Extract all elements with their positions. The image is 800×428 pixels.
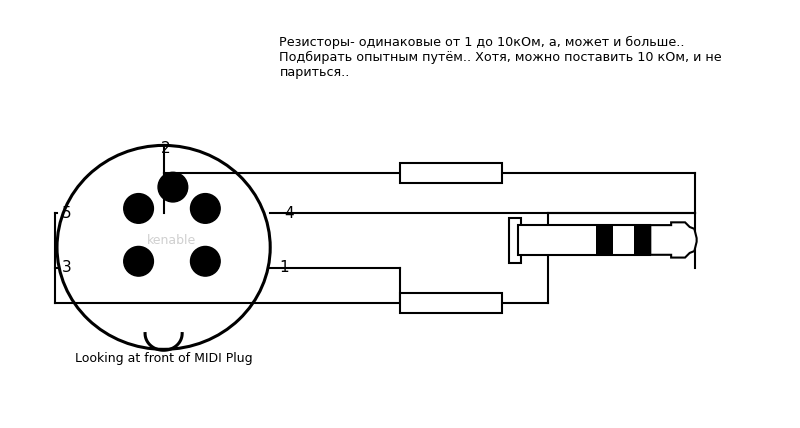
Text: Резисторы- одинаковые от 1 до 10кОм, а, может и больше..
Подбирать опытным путём: Резисторы- одинаковые от 1 до 10кОм, а, … xyxy=(279,36,722,79)
Text: 1: 1 xyxy=(279,260,289,275)
Circle shape xyxy=(158,172,188,202)
Circle shape xyxy=(124,193,154,223)
Text: 2: 2 xyxy=(161,141,170,156)
Circle shape xyxy=(190,247,220,276)
FancyBboxPatch shape xyxy=(400,163,502,184)
Circle shape xyxy=(124,247,154,276)
FancyBboxPatch shape xyxy=(510,218,521,263)
FancyBboxPatch shape xyxy=(634,225,650,255)
Text: 5: 5 xyxy=(62,205,71,220)
Text: Looking at front of MIDI Plug: Looking at front of MIDI Plug xyxy=(75,352,253,365)
FancyBboxPatch shape xyxy=(400,293,502,313)
Text: 4: 4 xyxy=(284,205,294,220)
Circle shape xyxy=(190,193,220,223)
FancyBboxPatch shape xyxy=(518,225,650,255)
Text: 3: 3 xyxy=(62,260,71,275)
Polygon shape xyxy=(650,222,697,258)
Text: kenable: kenable xyxy=(146,235,196,247)
FancyBboxPatch shape xyxy=(595,225,614,255)
